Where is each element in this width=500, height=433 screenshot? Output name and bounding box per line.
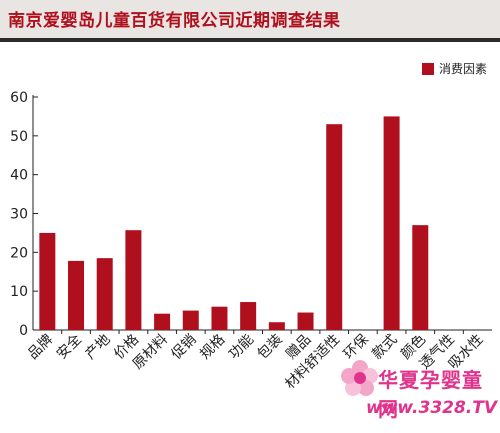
x-tick-label: 促销 xyxy=(168,332,199,363)
watermark-site-name: 华夏孕婴童网 xyxy=(378,368,483,421)
bar xyxy=(412,225,429,330)
legend-label: 消费因素 xyxy=(439,62,488,76)
bar xyxy=(68,260,85,330)
x-tick-label: 材料舒适性 xyxy=(282,332,343,393)
y-tick-label: 30 xyxy=(10,207,28,223)
legend-swatch xyxy=(422,62,434,75)
watermark: 华夏孕婴童网 www.3328.TV xyxy=(338,356,498,428)
title-bar: 南京爱婴岛儿童百货有限公司近期调查结果 xyxy=(0,0,500,38)
y-tick-label: 40 xyxy=(10,168,28,184)
y-tick-label: 20 xyxy=(10,245,28,261)
y-tick-label: 60 xyxy=(10,90,28,106)
y-tick-label: 10 xyxy=(10,284,28,300)
title-divider xyxy=(0,38,500,42)
x-tick-label: 品牌 xyxy=(24,331,56,363)
x-tick-label: 包装 xyxy=(255,332,286,363)
bar xyxy=(39,232,56,330)
x-tick-label: 产地 xyxy=(82,332,113,363)
y-tick-label: 0 xyxy=(19,323,28,339)
x-tick-label: 安全 xyxy=(53,331,85,363)
bar xyxy=(240,302,257,330)
page-title: 南京爱婴岛儿童百货有限公司近期调查结果 xyxy=(8,11,341,31)
x-tick-label: 功能 xyxy=(226,332,257,363)
watermark-url: www.3328.TV xyxy=(366,398,498,418)
bar xyxy=(383,116,400,331)
bar xyxy=(125,230,142,330)
bar xyxy=(211,306,228,330)
x-tick-label: 规格 xyxy=(197,332,228,363)
y-tick-label: 50 xyxy=(10,129,28,145)
chart-legend: 消费因素 xyxy=(422,60,487,77)
bar xyxy=(268,322,285,330)
bar xyxy=(182,310,199,330)
bar xyxy=(326,124,343,330)
bar xyxy=(297,312,314,330)
bar xyxy=(154,313,171,330)
flower-logo-icon xyxy=(341,360,378,396)
bar xyxy=(96,258,113,330)
